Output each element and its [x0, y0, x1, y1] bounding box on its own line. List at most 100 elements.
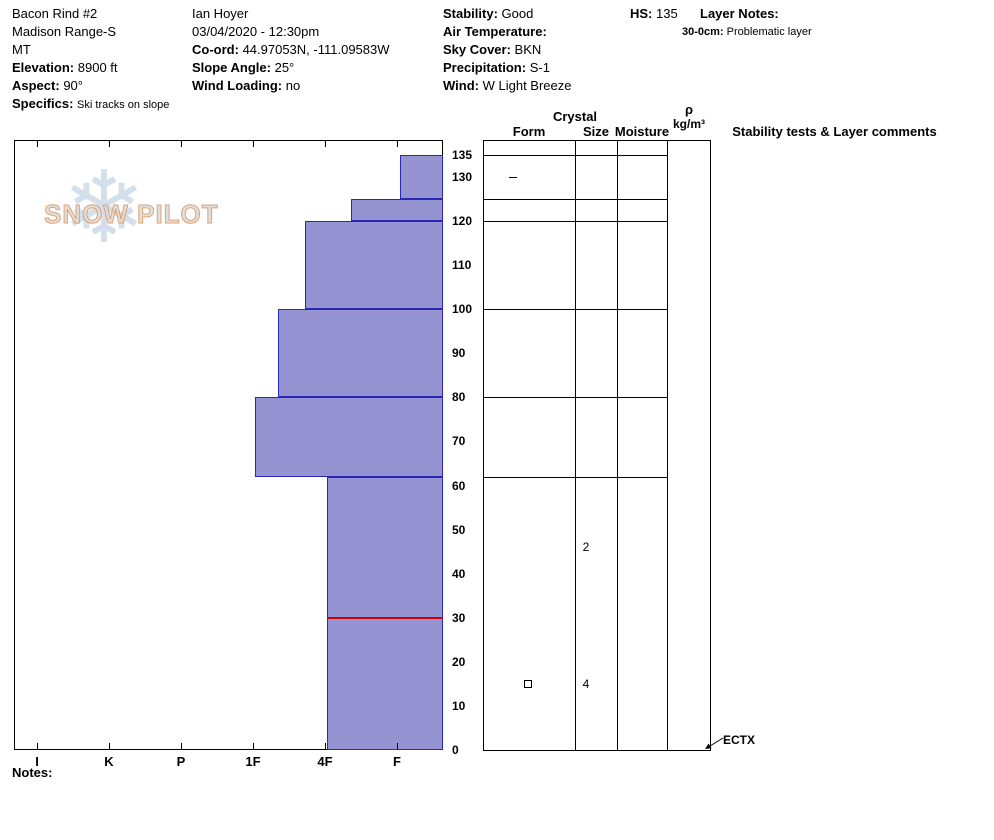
aspect-label: Aspect:	[12, 78, 60, 93]
crystal-header: Crystal	[552, 109, 598, 124]
pit-range: Madison Range-S	[12, 24, 117, 39]
table-depth-tick-120	[509, 221, 517, 223]
sky-cover-label: Sky Cover:	[443, 42, 511, 57]
depth-label-90: 90	[452, 346, 466, 361]
specifics-value: Ski tracks on slope	[77, 99, 170, 111]
table-vline-2	[617, 140, 618, 750]
hardness-tick-bottom-4F	[325, 743, 326, 749]
hardness-tick-top-1F	[253, 141, 254, 147]
table-layer-line-120	[483, 221, 667, 223]
table-layer-line-135	[483, 155, 667, 156]
depth-label-120: 120	[452, 214, 473, 229]
wind-value: W Light Breeze	[482, 78, 572, 93]
wind-label: Wind:	[443, 78, 479, 93]
slope-angle-value: 25°	[274, 60, 295, 75]
stability-label: Stability:	[443, 6, 498, 21]
table-bottom-border	[483, 750, 711, 751]
wind-loading-line: Wind Loading: no	[192, 77, 390, 95]
table-top-border	[483, 140, 711, 141]
depth-label-130: 130	[452, 170, 473, 185]
pit-name: Bacon Rind #2	[12, 6, 98, 21]
hardness-bar-80-62	[255, 397, 443, 477]
hardness-label-I: I	[35, 754, 39, 769]
hardness-tick-bottom-F	[397, 743, 398, 749]
depth-label-0: 0	[452, 743, 459, 757]
density-unit-header: kg/m³	[672, 117, 705, 131]
table-vline-3	[667, 140, 668, 750]
aspect-value: 90°	[63, 78, 83, 93]
hardness-tick-bottom-K	[109, 743, 110, 749]
grain-form-facet-symbol	[524, 679, 532, 688]
table-layer-line-80	[483, 397, 667, 399]
depth-label-70: 70	[452, 434, 466, 449]
wind-line: Wind: W Light Breeze	[443, 77, 571, 95]
hardness-tick-bottom-P	[181, 743, 182, 749]
depth-label-135: 135	[452, 148, 473, 162]
pit-info-block: Bacon Rind #2 Madison Range-S MT Elevati…	[12, 5, 169, 114]
depth-label-30: 30	[452, 610, 466, 625]
table-layer-line-125	[483, 199, 667, 201]
hardness-tick-top-4F	[325, 141, 326, 147]
depth-label-50: 50	[452, 522, 466, 537]
specifics-line: Specifics: Ski tracks on slope	[12, 95, 169, 114]
observer-name: Ian Hoyer	[192, 6, 249, 21]
hardness-bar-125-120	[350, 199, 443, 222]
pit-state: MT	[12, 42, 31, 57]
elevation-label: Elevation:	[12, 60, 75, 75]
depth-label-80: 80	[452, 390, 466, 405]
sky-cover-line: Sky Cover: BKN	[443, 41, 571, 59]
wind-loading-label: Wind Loading:	[192, 78, 283, 93]
table-vline-0	[483, 140, 484, 750]
depth-label-100: 100	[452, 302, 473, 317]
hardness-tick-top-P	[181, 141, 182, 147]
table-layer-line-62	[483, 476, 667, 478]
depth-label-40: 40	[452, 566, 466, 581]
coord-value: 44.97053N, -111.09583W	[242, 42, 390, 57]
hs-label: HS:	[630, 6, 653, 21]
depth-label-60: 60	[452, 478, 466, 493]
table-vline-1	[575, 140, 576, 750]
layer-note-text: Problematic layer	[726, 26, 812, 38]
density-symbol-header: ρ	[684, 102, 694, 117]
precip-value: S-1	[529, 60, 550, 75]
observer-block: Ian Hoyer 03/04/2020 - 12:30pm Co-ord: 4…	[192, 5, 390, 95]
aspect-line: Aspect: 90°	[12, 77, 169, 95]
problematic-layer-flag-line	[327, 616, 443, 619]
hardness-label-P: P	[176, 754, 186, 769]
hardness-label-K: K	[104, 754, 114, 769]
depth-label-110: 110	[452, 258, 472, 273]
conditions-block: Stability: Good Air Temperature: Sky Cov…	[443, 5, 571, 95]
hardness-tick-top-K	[109, 141, 110, 147]
table-depth-tick-130	[509, 177, 517, 179]
hardness-tick-bottom-1F	[253, 743, 254, 749]
coord-label: Co-ord:	[192, 42, 239, 57]
air-temp-line: Air Temperature:	[443, 23, 571, 41]
precip-label: Precipitation:	[443, 60, 527, 75]
size-column-header: Size	[582, 124, 609, 139]
precip-line: Precipitation: S-1	[443, 59, 571, 77]
slope-angle-label: Slope Angle:	[192, 60, 271, 75]
table-layer-line-100	[483, 309, 667, 311]
layer-note-depth: 30-0cm:	[682, 26, 724, 38]
hardness-tick-top-F	[397, 141, 398, 147]
pit-datetime: 03/04/2020 - 12:30pm	[192, 24, 320, 39]
layer-notes-label: Layer Notes:	[700, 6, 779, 21]
hs-value: 135	[656, 6, 678, 21]
hs-line: HS: 135	[630, 5, 678, 23]
hardness-label-F: F	[393, 754, 401, 769]
air-temp-label: Air Temperature:	[443, 24, 547, 39]
table-vline-4	[710, 140, 711, 750]
ect-result-label: ECTX	[723, 733, 756, 747]
specifics-label: Specifics:	[12, 96, 74, 111]
grain-size-value-0: 2	[582, 540, 590, 555]
hardness-bar-120-100	[304, 221, 443, 310]
watermark-text: SNOW PILOT	[44, 199, 219, 230]
elevation-value: 8900 ft	[77, 60, 118, 75]
form-column-header: Form	[512, 124, 546, 139]
hardness-bar-100-80	[278, 309, 443, 398]
layer-note-line: 30-0cm: Problematic layer	[682, 23, 812, 41]
sky-cover-value: BKN	[514, 42, 542, 57]
hardness-tick-top-I	[37, 141, 38, 147]
